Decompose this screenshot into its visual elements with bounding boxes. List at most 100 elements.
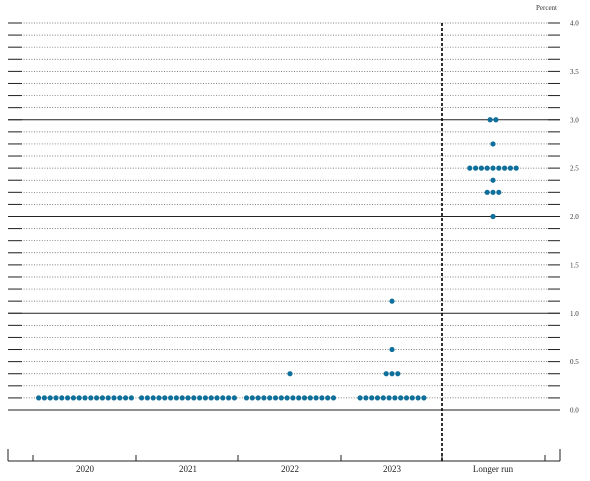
data-dot: [185, 395, 191, 401]
data-dot: [287, 371, 293, 377]
data-dot: [179, 395, 185, 401]
data-dot: [144, 395, 150, 401]
data-dot: [369, 395, 375, 401]
gridlines: [8, 22, 560, 411]
data-dot: [374, 395, 381, 401]
data-dot: [111, 395, 117, 401]
data-dot: [156, 395, 162, 401]
data-dot: [197, 395, 203, 401]
category-label: 2020: [76, 464, 95, 474]
data-dot: [123, 395, 129, 401]
data-dot: [173, 395, 179, 401]
category-label: 2023: [383, 464, 402, 474]
data-dot: [490, 177, 496, 183]
data-dot: [94, 395, 100, 401]
data-dot: [473, 165, 479, 171]
y-tick-label: 1.5: [570, 261, 579, 269]
data-dot: [105, 395, 111, 401]
category-label: 2021: [179, 464, 197, 474]
data-dot: [490, 165, 496, 171]
data-dot: [296, 395, 302, 401]
data-dot: [267, 395, 273, 401]
data-dot: [82, 395, 88, 401]
data-dot: [307, 395, 313, 401]
data-dot: [484, 189, 490, 195]
data-dot: [496, 189, 502, 195]
data-dot: [272, 395, 279, 401]
data-dot: [325, 395, 331, 401]
data-dot: [88, 395, 94, 401]
data-dot: [117, 395, 123, 401]
data-dot: [162, 395, 168, 401]
data-dot: [389, 298, 395, 304]
data-dot: [220, 395, 226, 401]
category-label: 2022: [281, 464, 299, 474]
data-dot: [41, 395, 48, 401]
data-dot: [53, 395, 59, 401]
data-dot: [319, 395, 325, 401]
y-tick-label: 0.0: [570, 407, 579, 415]
data-dot: [226, 395, 232, 401]
data-dot: [301, 395, 308, 401]
data-dot: [507, 165, 513, 171]
y-tick-label: 0.5: [570, 358, 579, 366]
data-dot: [191, 395, 197, 401]
data-dot: [99, 395, 105, 401]
data-dot: [513, 165, 519, 171]
category-label: Longer run: [473, 464, 514, 474]
data-dot: [255, 395, 261, 401]
data-dot: [208, 395, 214, 401]
data-dot: [478, 165, 484, 171]
y-tick-label: 3.5: [570, 68, 579, 76]
data-dots: [36, 117, 519, 401]
data-dot: [36, 395, 42, 401]
data-dot: [59, 395, 65, 401]
data-dot: [202, 395, 208, 401]
data-dot: [415, 395, 421, 401]
data-dot: [70, 395, 76, 401]
data-dot: [290, 395, 296, 401]
data-dot: [421, 395, 427, 401]
data-dot: [467, 165, 473, 171]
data-dot: [389, 371, 395, 377]
y-tick-label: 3.0: [570, 116, 579, 124]
data-dot: [383, 371, 389, 377]
data-dot: [363, 395, 369, 401]
data-dot: [139, 395, 145, 401]
y-tick-label: 1.0: [570, 310, 579, 318]
data-dot: [490, 189, 496, 195]
axes: [7, 22, 561, 462]
data-dot: [409, 395, 415, 401]
y-tick-label: 2.5: [570, 165, 579, 173]
data-dot: [150, 395, 156, 401]
data-dot: [76, 395, 82, 401]
unit-label: Percent: [536, 4, 557, 12]
data-dot: [398, 395, 404, 401]
data-dot: [313, 395, 319, 401]
data-dot: [243, 395, 250, 401]
data-dot: [231, 395, 237, 401]
data-dot: [380, 395, 386, 401]
data-dot: [128, 395, 134, 401]
y-tick-label: 4.0: [570, 20, 579, 28]
data-dot: [392, 395, 398, 401]
data-dot: [65, 395, 71, 401]
data-dot: [47, 395, 53, 401]
data-dot: [214, 395, 220, 401]
data-dot: [261, 395, 267, 401]
data-dot: [284, 395, 290, 401]
data-dot: [493, 117, 499, 123]
labels: 0.0 0.5 1.0 1.5 2.0 2.5 3.0 3.5 4.0 Percent 2020 20…: [76, 4, 579, 474]
data-dot: [386, 395, 392, 401]
data-dot: [487, 117, 493, 123]
data-dot: [249, 395, 255, 401]
data-dot: [403, 395, 410, 401]
data-dot: [490, 141, 496, 147]
data-dot: [278, 395, 284, 401]
data-dot: [168, 395, 174, 401]
data-dot: [496, 165, 502, 171]
data-dot: [502, 165, 508, 171]
data-dot: [357, 395, 363, 401]
